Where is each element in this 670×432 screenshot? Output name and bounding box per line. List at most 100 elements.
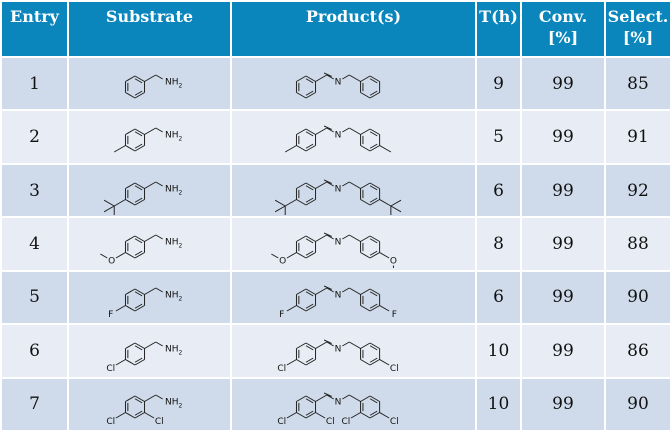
bond [155, 74, 163, 80]
ring-bond [369, 288, 380, 296]
table-row: 2 NH2 N 5 99 91 [0, 109, 670, 165]
substrate-cell: NH2 [67, 109, 232, 165]
ring-bond [295, 235, 306, 242]
product-structure: N F F [279, 285, 396, 320]
ring-bond [295, 342, 306, 349]
bond [155, 127, 163, 133]
ring-bond [369, 198, 380, 205]
aromatic-bond [369, 304, 377, 310]
ring-bond [359, 75, 370, 82]
ring-bond [124, 358, 135, 366]
product-cell: N [230, 109, 477, 165]
product-structure: N [295, 72, 380, 99]
imine-double-bond [323, 232, 332, 237]
ring-bond [124, 182, 135, 189]
ring-bond [124, 145, 135, 152]
aromatic-bond [134, 143, 142, 149]
product-structure: N O O [270, 232, 397, 268]
conversion-cell: 99 [520, 109, 606, 165]
oxygen-label: O [389, 256, 396, 266]
ring-bond [369, 91, 380, 99]
aromatic-bond [134, 90, 142, 96]
product-cell: N [230, 162, 477, 219]
time-cell: 5 [475, 109, 522, 165]
ring-bond [369, 252, 380, 259]
bond [143, 341, 156, 349]
table-row: 7 NH2 Cl Cl N Cl Cl Cl Cl 10 99 90 [0, 376, 670, 432]
ring-bond [134, 128, 145, 136]
ring-bond [359, 252, 370, 259]
ring-bond [124, 198, 135, 205]
bond [286, 358, 297, 366]
bond [341, 74, 350, 80]
imine-double-bond [323, 392, 332, 398]
ring-bond [305, 128, 316, 136]
ring-bond [359, 412, 370, 419]
amine-label: NH2 [165, 398, 183, 410]
halogen-label: Cl [106, 364, 115, 374]
bond [314, 234, 327, 242]
ring-bond [359, 91, 370, 99]
ring-bond [134, 305, 145, 312]
bond [115, 305, 126, 312]
ring-bond [369, 128, 380, 136]
bond [284, 198, 297, 206]
ring-bond [369, 182, 380, 189]
imine-n-label: N [334, 237, 341, 247]
bond [155, 394, 163, 400]
ring-bond [369, 395, 380, 403]
imine-bond [326, 394, 334, 400]
ring-bond [134, 342, 145, 349]
table-row: 1 NH2 N 9 99 85 [0, 55, 670, 112]
bond [314, 287, 327, 296]
ring-bond [124, 395, 135, 403]
ring-bond [124, 305, 135, 312]
imine-bond [326, 181, 334, 186]
bond [348, 74, 361, 82]
ring-bond [359, 395, 370, 403]
bond [378, 252, 389, 259]
substrate-cell: NH2 [67, 55, 232, 112]
bond [341, 394, 350, 400]
aromatic-bond [305, 357, 313, 363]
aromatic-bond [134, 131, 142, 137]
aromatic-bond [369, 345, 377, 351]
substrate-cell: NH2 Cl Cl [67, 376, 232, 432]
aromatic-bond [305, 291, 313, 297]
ring-bond [305, 412, 316, 419]
bond [350, 412, 361, 419]
bond [143, 181, 156, 189]
aromatic-bond [369, 357, 377, 363]
header-row: Entry Substrate Product(s) T(h) Conv. [%… [0, 0, 670, 58]
aromatic-bond [369, 291, 377, 297]
bond [143, 74, 156, 82]
ring-bond [134, 412, 145, 419]
imine-bond [326, 287, 334, 293]
aromatic-bond [134, 345, 142, 351]
product-structure: N Cl Cl [277, 339, 398, 374]
amine-label: NH2 [165, 184, 183, 196]
ring-bond [359, 305, 370, 312]
aromatic-bond [134, 238, 142, 244]
imine-bond [326, 127, 334, 133]
entry-cell: 7 [0, 376, 69, 432]
substrate-cell: NH2 O [67, 216, 232, 272]
ring-bond [305, 358, 316, 366]
header-substrate: Substrate [67, 0, 232, 58]
bond [314, 394, 327, 403]
bond [155, 234, 163, 240]
substrate-structure: NH2 O [99, 234, 182, 266]
aromatic-bond [369, 131, 377, 137]
aromatic-bond [305, 184, 313, 190]
aromatic-bond [134, 184, 142, 190]
substrate-cell: NH2 Cl [67, 323, 232, 379]
amine-label: NH2 [165, 344, 183, 356]
bond [348, 394, 361, 403]
ring-bond [134, 182, 145, 189]
ring-bond [359, 182, 370, 189]
imine-double-bond [323, 179, 332, 184]
ring-bond [134, 395, 145, 403]
aromatic-bond [369, 184, 377, 190]
aromatic-bond [134, 410, 142, 416]
